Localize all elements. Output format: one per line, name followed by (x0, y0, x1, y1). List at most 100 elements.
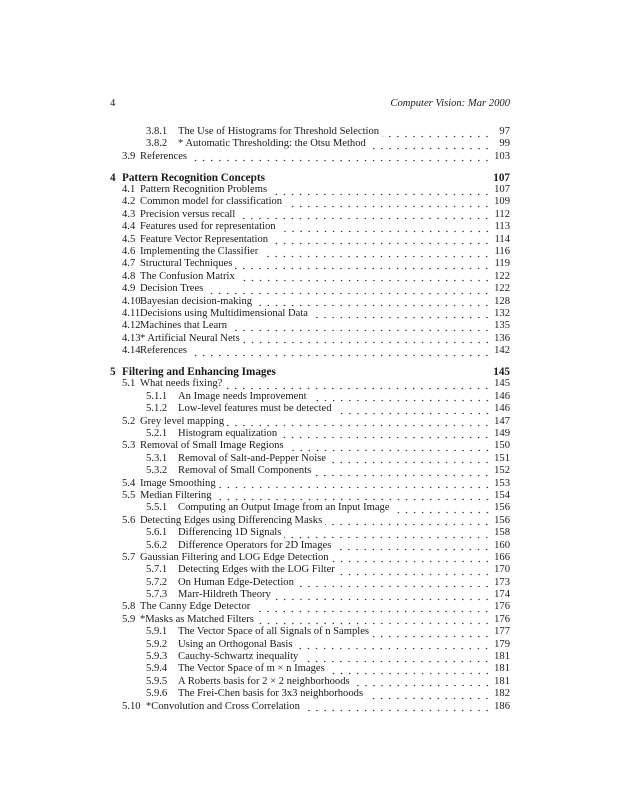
entry-page: 135 (494, 320, 510, 332)
dot-leader (268, 172, 490, 184)
toc-section-entry[interactable]: 4.4 Features used for representation 113 (110, 221, 510, 234)
entry-number: 5 (110, 366, 116, 379)
toc-section-entry[interactable]: 5.5 Median Filtering 154 (110, 489, 510, 503)
toc-section-entry[interactable]: 5.6 Detecting Edges using Differencing Ma… (110, 514, 510, 528)
entry-title: *Masks as Matched Filters (140, 613, 254, 625)
entry-title: Detecting Edges with the LOG Filter (178, 564, 335, 576)
toc-section-entry[interactable]: 4.1 Pattern Recognition Problems 107 (110, 184, 510, 197)
toc-section-entry[interactable]: 5.10 *Convolution and Cross Correlation 18… (110, 700, 510, 713)
toc-subsection-entry[interactable]: 3.8.2 * Automatic Thresholding: the Otsu … (110, 138, 510, 151)
entry-page: 170 (494, 564, 510, 576)
entry-page: 177 (494, 626, 510, 638)
toc-subsection-entry[interactable]: 3.8.1 The Use of Histograms for Threshold… (110, 126, 510, 139)
dot-leader (314, 465, 491, 478)
toc-subsection-entry[interactable]: 5.7.2 On Human Edge-Detection 173 (110, 576, 510, 590)
entry-title: The Vector Space of m × n Images (178, 663, 325, 675)
entry-number: 5.9.4 (146, 663, 168, 675)
toc-section-entry[interactable]: 4.8 The Confusion Matrix 122 (110, 270, 510, 284)
entry-title: Difference Operators for 2D Images (178, 539, 332, 551)
entry-page: 109 (494, 196, 510, 208)
entry-number: 4.11 (122, 307, 141, 319)
toc-section-entry[interactable]: 3.9 References 103 (110, 150, 510, 164)
toc-subsection-entry[interactable]: 5.9.5 A Roberts basis for 2 × 2 neighborh… (110, 675, 510, 689)
toc-subsection-entry[interactable]: 5.9.1 The Vector Space of all Signals of … (110, 626, 510, 639)
toc-section-entry[interactable]: 5.8 The Canny Edge Detector 176 (110, 601, 510, 614)
toc-section-entry[interactable]: 5.7 Gaussian Filtering and LOG Edge Detec… (110, 551, 510, 565)
dot-leader (279, 366, 490, 378)
entry-title: Pattern Recognition Concepts (122, 171, 265, 184)
toc-subsection-entry[interactable]: 5.6.2 Difference Operators for 2D Images 1… (110, 539, 510, 552)
running-header: 4 Computer Vision: Mar 2000 (110, 98, 510, 112)
entry-title: Decision Trees (140, 283, 204, 295)
entry-title: Common model for classification (140, 196, 283, 208)
entry-page: 116 (494, 246, 511, 258)
toc-section-entry[interactable]: 5.2 Grey level mapping 147 (110, 415, 510, 428)
toc-subsection-entry[interactable]: 5.3.2 Removal of Small Components 152 (110, 465, 510, 478)
entry-number: 5.2 (122, 415, 136, 427)
entry-page: 119 (494, 258, 511, 270)
toc-section-entry[interactable]: 4.3 Precision versus recall 112 (110, 208, 511, 222)
entry-number: 3.9 (122, 150, 136, 162)
dot-leader (261, 246, 491, 259)
entry-page: 179 (494, 638, 510, 650)
toc-section-entry[interactable]: 4.7 Structural Techniques 119 (110, 258, 511, 271)
toc-subsection-entry[interactable]: 5.6.1 Differencing 1D Signals 158 (110, 527, 510, 540)
entry-number: 5.6.2 (146, 539, 168, 551)
toc-section-entry[interactable]: 5.4 Image Smoothing 153 (110, 477, 510, 490)
entry-page: 136 (494, 332, 510, 344)
toc-subsection-entry[interactable]: 5.7.3 Marr-Hildreth Theory 174 (110, 589, 510, 602)
dot-leader (311, 307, 491, 321)
table-of-contents: 3.8.1 The Use of Histograms for Threshold… (110, 126, 510, 713)
toc-section-entry[interactable]: 4.10 Bayesian decision-making 128 (110, 295, 510, 308)
entry-number: 5.1.2 (146, 403, 168, 415)
entry-number: 5.6.1 (146, 527, 168, 539)
toc-section-entry[interactable]: 4.2 Common model for classification 109 (110, 196, 510, 209)
toc-section-entry[interactable]: 5.9 *Masks as Matched Filters 176 (110, 613, 510, 627)
dot-leader (280, 427, 491, 441)
toc-subsection-entry[interactable]: 5.9.6 The Frei-Chen basis for 3x3 neighbo… (110, 688, 510, 701)
toc-section-entry[interactable]: 4.6 Implementing the Classifier 116 (110, 246, 511, 259)
dot-leader (366, 688, 491, 701)
toc-subsection-entry[interactable]: 5.5.1 Computing an Output Image from an I… (110, 502, 510, 515)
toc-section-entry[interactable]: 5.3 Removal of Small Image Regions 150 (110, 440, 510, 453)
toc-subsection-entry[interactable]: 5.9.4 The Vector Space of m × n Images 181 (110, 663, 510, 676)
toc-section-entry[interactable]: 4.5 Feature Vector Representation 114 (110, 233, 510, 247)
toc-subsection-entry[interactable]: 5.2.1 Histogram equalization 149 (110, 427, 510, 441)
entry-number: 5.9.1 (146, 626, 168, 638)
entry-page: 149 (494, 427, 510, 439)
entry-page: 174 (494, 589, 510, 601)
entry-title: On Human Edge-Detection (178, 576, 294, 588)
toc-subsection-entry[interactable]: 5.3.1 Removal of Salt-and-Pepper Noise 151 (110, 452, 510, 466)
toc-section-entry[interactable]: 4.14 References 142 (110, 345, 510, 358)
entry-page: 145 (493, 366, 510, 379)
toc-section-entry[interactable]: 4.11 Decisions using Multidimensional Dat… (110, 307, 510, 321)
entry-page: 112 (494, 208, 511, 220)
entry-number: 5.9.3 (146, 651, 168, 663)
toc-subsection-entry[interactable]: 5.9.2 Using an Orthogonal Basis 179 (110, 638, 510, 652)
entry-number: 4.3 (122, 208, 136, 220)
entry-title: Implementing the Classifier (140, 246, 259, 258)
toc-chapter-entry[interactable]: 4 Pattern Recognition Concepts 107 (110, 172, 510, 184)
entry-number: 5.9.6 (146, 688, 168, 700)
entry-title: Image Smoothing (140, 477, 216, 489)
toc-section-entry[interactable]: 4.13 * Artificial Neural Nets 136 (110, 332, 510, 346)
toc-subsection-entry[interactable]: 5.9.3 Cauchy-Schwartz inequality 181 (110, 651, 510, 664)
dot-leader (230, 320, 491, 333)
toc-chapter-entry[interactable]: 5 Filtering and Enhancing Images 145 (110, 366, 510, 378)
dot-leader (309, 390, 491, 404)
entry-page: 146 (494, 403, 510, 415)
entry-number: 5.4 (122, 477, 136, 489)
dot-leader (301, 651, 491, 664)
entry-page: 142 (494, 345, 510, 357)
entry-title: Gaussian Filtering and LOG Edge Detectio… (140, 551, 329, 563)
toc-section-entry[interactable]: 5.1 What needs fixing? 145 (110, 378, 510, 391)
toc-section-entry[interactable]: 4.12 Machines that Learn 135 (110, 320, 510, 333)
toc-subsection-entry[interactable]: 5.7.1 Detecting Edges with the LOG Filter… (110, 564, 510, 577)
entry-number: 5.7.3 (146, 589, 168, 601)
entry-title: Histogram equalization (178, 427, 278, 439)
entry-title: The Frei-Chen basis for 3x3 neighborhood… (178, 688, 364, 700)
toc-subsection-entry[interactable]: 5.1.2 Low-level features must be detected… (110, 403, 510, 416)
entry-title: Detecting Edges using Differencing Masks (140, 514, 323, 526)
toc-subsection-entry[interactable]: 5.1.1 An Image needs Improvement 146 (110, 390, 510, 404)
toc-section-entry[interactable]: 4.9 Decision Trees 122 (110, 283, 510, 296)
